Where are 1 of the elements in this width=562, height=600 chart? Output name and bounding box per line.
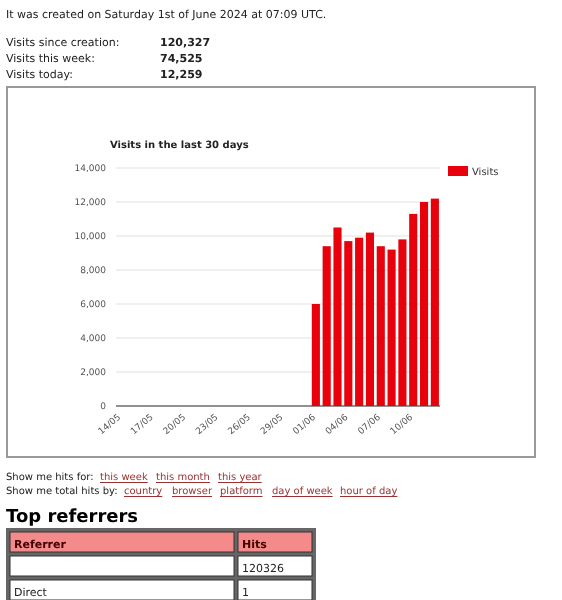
text: Top referrers	[6, 508, 139, 528]
